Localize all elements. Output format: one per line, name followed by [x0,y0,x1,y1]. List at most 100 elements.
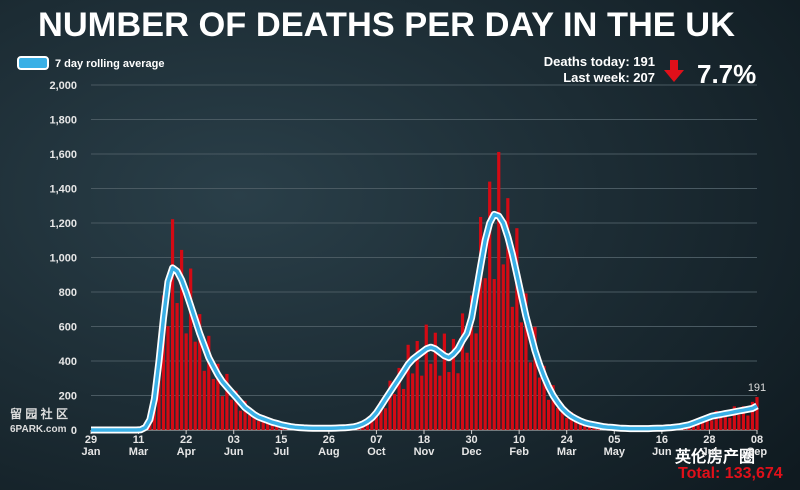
x-tick-label: 26 [323,434,335,446]
bar [750,401,755,430]
bar [411,373,415,430]
watermark: 留 园 社 区 [10,406,68,421]
watermark: 6PARK.com [10,424,67,435]
y-tick-label: 600 [59,322,77,334]
legend-swatch [17,56,49,70]
bar [175,303,179,430]
bar [193,341,197,430]
bar [442,333,446,430]
total: Total: 133,674 [678,465,783,482]
x-tick-label: 11 [133,434,145,446]
bar [266,422,270,430]
bar [438,375,442,430]
x-tick-label: 15 [275,434,287,446]
plot: 0 200 400 600 800 1,000 1,200 1,400 1,600 1,800 2,… [49,80,767,458]
bar [456,373,460,430]
x-tick-month: Sep [747,446,767,458]
bar [528,362,533,430]
x-tick-month: Aug [318,446,339,458]
bar [451,338,456,430]
bar [488,181,492,430]
bar [234,390,238,430]
x-tick-month: Oct [367,446,386,458]
x-tick-month: May [604,446,626,458]
bar [556,407,560,430]
bar [460,313,465,430]
x-tick-month: Feb [509,446,529,458]
bar [719,417,723,430]
bar [198,314,202,430]
bar [202,370,206,430]
bar [474,333,478,430]
bar [433,332,437,430]
bar [429,363,433,430]
bar [170,219,175,430]
y-tick-label: 0 [71,425,77,437]
x-tick-label: 10 [513,434,525,446]
line [91,212,758,432]
bar [465,352,469,430]
y-tick-label: 800 [59,287,77,299]
y-tick-label: 1,400 [49,184,77,196]
x-tick-month: Jun [652,446,672,458]
bar [714,410,718,430]
bar [424,324,428,430]
x-tick-label: 18 [418,434,430,446]
bar [510,306,514,430]
y-tick-label: 1,000 [49,253,77,265]
y-tick-label: 400 [59,356,77,368]
x-tick-month: Apr [177,446,197,458]
data-label: 191 [748,382,766,394]
bar [238,410,243,430]
bar [415,340,419,430]
bar [166,326,170,430]
bar [247,414,252,430]
x-tick-month: Dec [461,446,481,458]
bar [275,425,279,430]
bar [229,399,234,430]
x-tick-month: Mar [557,446,577,458]
bar [705,415,709,430]
bar [737,414,741,430]
bar [211,378,215,430]
x-tick-label: 08 [751,434,763,446]
bar [723,410,727,430]
x-tick-label: 16 [656,434,668,446]
bar [243,400,247,430]
bar [710,420,714,430]
bar [469,295,474,430]
bar [365,423,369,430]
y-tick-label: 1,200 [49,218,77,230]
bar [546,399,551,430]
bar [406,344,410,430]
down-arrow [664,60,684,82]
x-tick-month: Jul [273,446,289,458]
x-tick-month: Nov [414,446,436,458]
change: 7.7% [697,59,756,89]
bar [741,406,746,430]
x-tick-month: Jul [701,446,717,458]
bar [519,322,524,430]
bar [157,374,161,430]
bar [551,385,555,430]
bar [746,415,750,430]
bar [220,396,224,430]
x-tick-label: 29 [85,434,97,446]
x-tick-label: 28 [703,434,715,446]
bar [492,279,496,430]
bar [542,365,546,430]
bar [479,216,483,430]
bar [574,421,578,430]
bar [225,373,229,430]
x-tick-month: Jun [224,446,244,458]
bar [497,151,501,430]
bar [515,228,519,430]
bar [483,278,487,430]
bar [252,411,256,430]
bar [537,377,542,430]
bar [533,326,537,430]
last-week: Last week: 207 [563,70,655,85]
bar [447,372,451,430]
bar [392,394,397,430]
bar [216,363,220,430]
